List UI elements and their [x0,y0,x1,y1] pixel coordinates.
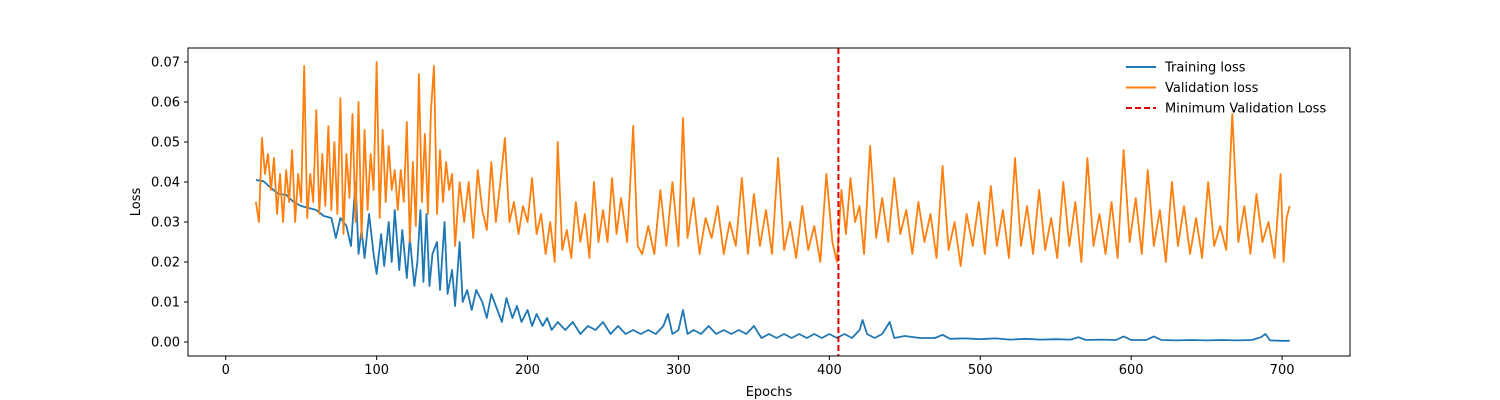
y-tick-label: 0.00 [151,336,180,351]
x-tick-label: 600 [1119,363,1144,378]
y-tick-label: 0.07 [151,56,180,71]
legend-label-minimum-validation-loss: Minimum Validation Loss [1165,102,1326,117]
axes-frame [187,47,1351,357]
y-tick-label: 0.02 [151,256,180,271]
y-axis-label: Loss [129,188,144,217]
series-line-training-loss [255,179,1290,342]
x-tick-label: 400 [817,363,842,378]
y-tick-label: 0.04 [151,176,180,191]
plot-area [255,48,1291,356]
x-tick-label: 100 [364,363,389,378]
y-tick-label: 0.01 [151,296,180,311]
x-tick-label: 0 [222,363,230,378]
series-line-validation-loss [255,61,1291,267]
y-tick-label: 0.06 [151,96,180,111]
y-tick-label: 0.03 [151,216,180,231]
legend-label-training-loss: Training loss [1164,61,1246,76]
y-tick-label: 0.05 [151,136,180,151]
x-tick-label: 500 [968,363,993,378]
x-tick-label: 700 [1270,363,1295,378]
x-tick-label: 300 [666,363,691,378]
x-tick-label: 200 [515,363,540,378]
axis-ticks: 0 100 200 300 400 500 600 700 0.00 0.01 0.02 0.03 0.… [151,56,1294,379]
x-axis-label: Epochs [746,385,793,400]
legend: Training loss Validation loss Minimum Va… [1126,61,1326,117]
legend-label-validation-loss: Validation loss [1165,81,1259,96]
